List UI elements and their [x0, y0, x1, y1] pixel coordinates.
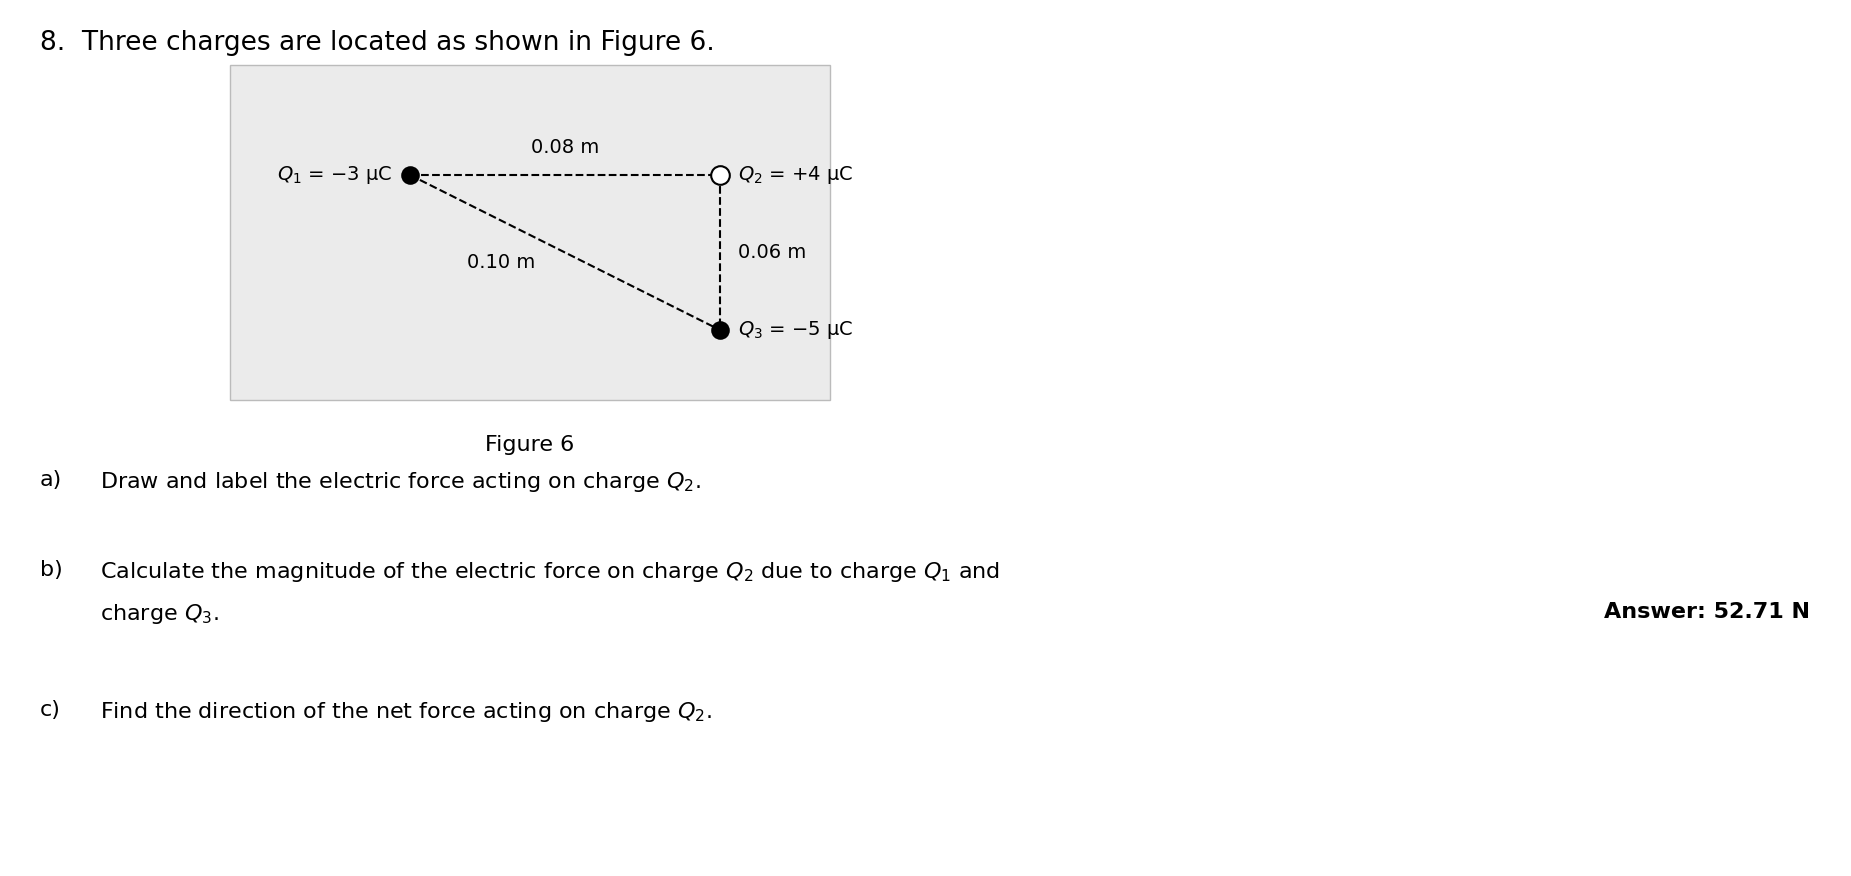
Text: b): b) — [41, 560, 63, 580]
Text: Figure 6: Figure 6 — [485, 435, 574, 455]
Text: c): c) — [41, 700, 61, 720]
Bar — [230, 65, 829, 400]
Text: $Q_2$ = +4 μC: $Q_2$ = +4 μC — [739, 164, 853, 186]
Text: Calculate the magnitude of the electric force on charge $Q_2$ due to charge $Q_1: Calculate the magnitude of the electric … — [100, 560, 1000, 584]
Text: Answer: 52.71 N: Answer: 52.71 N — [1605, 602, 1810, 622]
Point — [396, 168, 426, 182]
Text: $Q_1$ = −3 μC: $Q_1$ = −3 μC — [278, 164, 392, 186]
Text: 0.06 m: 0.06 m — [739, 243, 807, 262]
Point — [705, 323, 735, 337]
Text: a): a) — [41, 470, 63, 490]
Text: $Q_3$ = −5 μC: $Q_3$ = −5 μC — [739, 319, 853, 341]
Text: Draw and label the electric force acting on charge $Q_2$.: Draw and label the electric force acting… — [100, 470, 702, 494]
Text: charge $Q_3$.: charge $Q_3$. — [100, 602, 218, 626]
Text: Find the direction of the net force acting on charge $Q_2$.: Find the direction of the net force acti… — [100, 700, 713, 724]
Text: 0.08 m: 0.08 m — [531, 138, 600, 157]
Point — [705, 168, 735, 182]
Text: 8.  Three charges are located as shown in Figure 6.: 8. Three charges are located as shown in… — [41, 30, 714, 56]
Text: 0.10 m: 0.10 m — [466, 253, 535, 272]
